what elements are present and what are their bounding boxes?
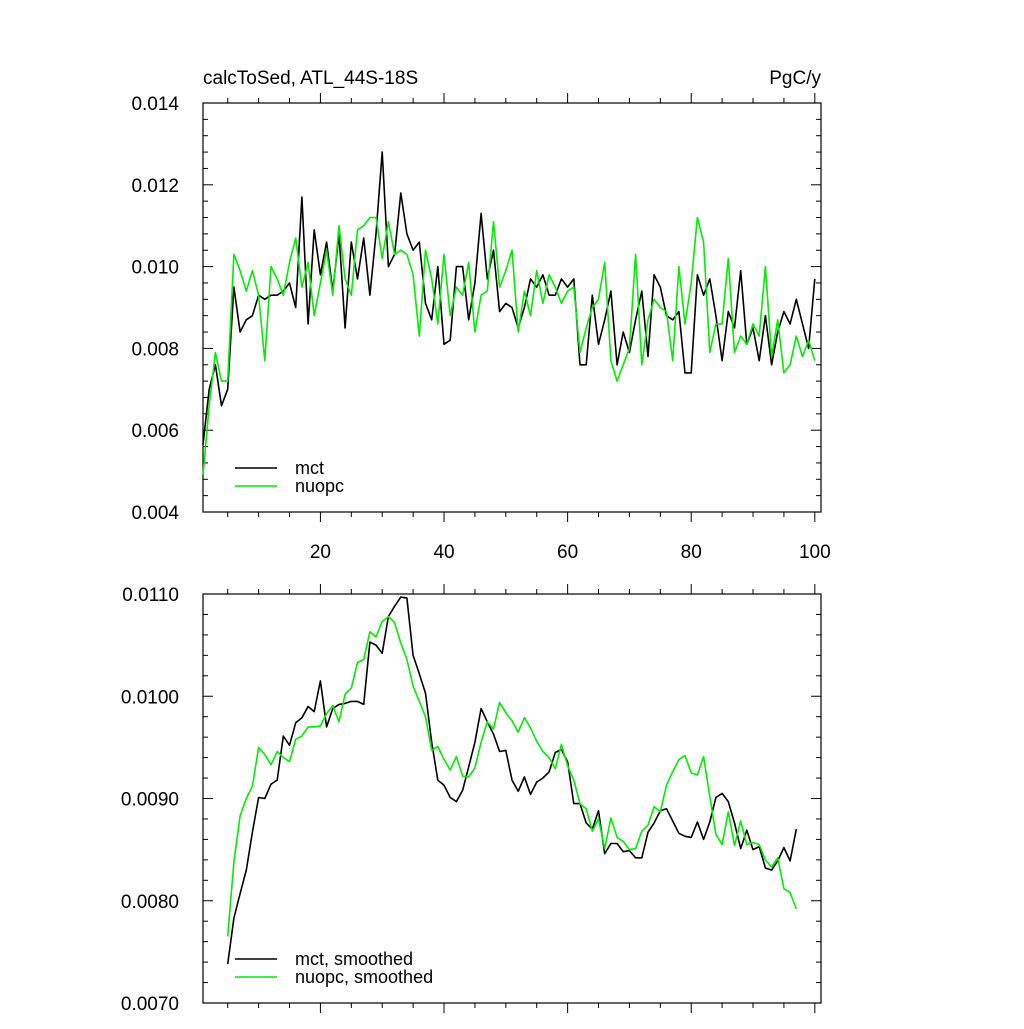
plot-frame — [202, 102, 822, 513]
y-tick-label: 0.012 — [131, 176, 179, 197]
top-panel: 20 40 60 80 100 0.004 0.006 0.008 0.010 0.012 0.01… — [131, 93, 831, 563]
series-line-mct — [202, 151, 816, 445]
y-tick-label: 0.014 — [131, 94, 179, 115]
x-tick-label: 100 — [799, 542, 831, 563]
top-panel-title: calcToSed, ATL_44S-18S — [203, 68, 418, 89]
y-tick-label: 0.008 — [131, 339, 179, 360]
legend-label: nuopc, smoothed — [295, 967, 433, 987]
y-tick-label: 0.010 — [131, 258, 179, 279]
series-line-nuopc — [202, 216, 816, 476]
x-tick-label: 20 — [310, 542, 331, 563]
y-tick-label: 0.0100 — [121, 687, 179, 708]
y-tick-label: 0.0080 — [121, 892, 179, 913]
x-tick-label: 80 — [681, 542, 702, 563]
legend-label: nuopc — [295, 476, 344, 496]
series-line-nuopc-smoothed — [226, 615, 798, 937]
x-tick-label: 60 — [557, 542, 578, 563]
legend-label: mct, smoothed — [295, 949, 413, 969]
top-panel-units: PgC/y — [769, 68, 821, 89]
x-tick-label: 40 — [433, 542, 454, 563]
y-tick-label: 0.0070 — [121, 994, 179, 1015]
bottom-panel: 0.0070 0.0080 0.0090 0.0100 0.0110 mct, smoot… — [121, 584, 822, 1015]
series-line-mct-smoothed — [226, 596, 798, 965]
y-tick-label: 0.006 — [131, 421, 179, 442]
y-tick-label: 0.0090 — [121, 790, 179, 811]
legend-label: mct — [295, 458, 324, 478]
y-tick-label: 0.004 — [131, 503, 179, 524]
y-tick-label: 0.0110 — [122, 585, 179, 606]
